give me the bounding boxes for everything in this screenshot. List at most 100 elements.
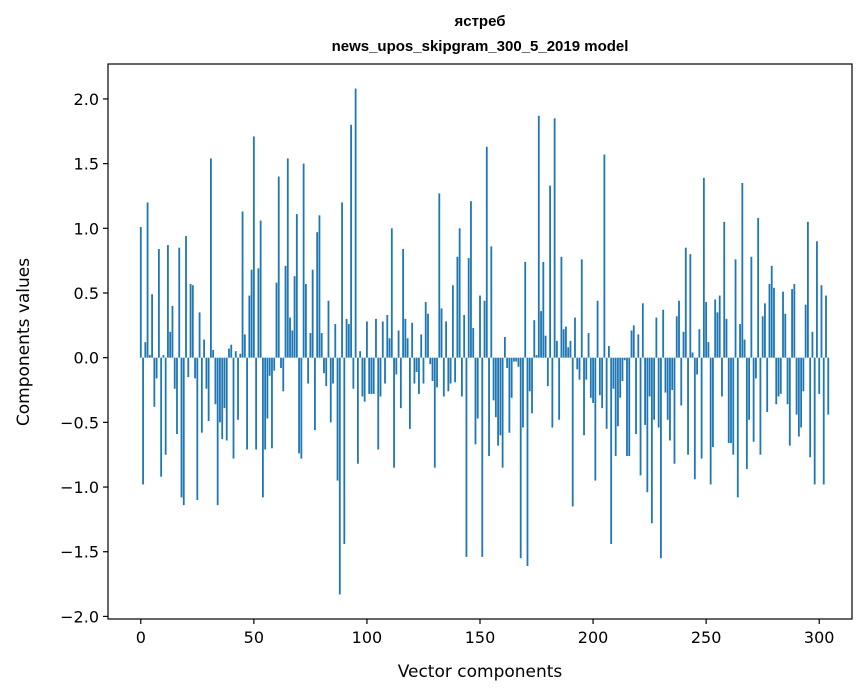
bar [447,357,450,392]
bar [716,312,719,358]
bar [569,340,572,358]
bar [682,331,685,358]
bar [784,313,787,358]
bar [485,146,488,358]
bar [257,268,260,358]
bar [436,357,438,388]
bar [761,316,764,358]
bar [178,247,181,358]
bar [393,357,395,468]
bar [698,329,701,358]
bar [515,357,518,362]
bar [822,357,825,485]
bar [714,299,717,358]
bar [684,247,687,358]
bar [605,357,608,429]
bar [587,333,590,358]
bar [797,357,800,437]
bar [228,348,230,358]
bar [300,357,303,459]
bar [775,357,778,405]
bar [338,357,341,595]
bar [241,211,244,358]
bar [813,357,816,485]
bar [180,357,183,498]
x-tick-label: 0 [136,628,146,647]
bar [542,261,545,358]
bar [223,357,226,409]
bar [361,357,364,397]
bar [476,357,479,419]
bar [501,357,504,468]
bar [368,357,371,394]
bar [470,201,472,358]
bar [264,357,267,450]
bar [386,314,389,358]
bar [612,357,615,389]
bar [273,357,276,371]
bar [531,357,533,414]
bar [768,283,771,358]
bar [818,357,821,394]
bar [151,294,153,358]
bar [467,258,470,358]
bar [657,357,660,428]
bar [560,256,563,358]
bar [734,259,737,358]
bar [332,357,334,384]
bar [598,357,601,396]
bar [621,357,624,381]
bar [311,269,314,358]
bar [359,351,362,358]
bar [286,158,289,358]
bar [262,357,264,498]
bar [576,357,579,370]
bar [429,357,432,365]
bar [517,357,520,367]
bar [255,357,258,450]
bar [712,357,714,447]
bar [739,324,741,358]
bar [721,357,723,397]
bar [277,176,280,358]
bar [655,317,658,358]
bar [648,357,651,397]
bar [334,324,337,358]
bar [388,338,391,358]
bar [248,295,251,358]
bar [623,357,626,361]
bar [660,357,662,559]
bar [608,346,610,358]
bar [237,357,239,420]
bar [191,285,194,358]
bar [723,221,726,358]
bar [474,357,477,445]
bar [252,136,255,358]
bars-group [139,88,830,595]
bar [528,357,531,392]
bar [524,261,527,358]
bar [490,246,493,358]
bar [800,357,803,428]
bar [827,357,830,415]
y-axis-label: Components values [14,258,34,426]
bar [320,333,323,358]
bar [626,357,628,456]
bar [221,357,224,440]
bar [748,357,751,420]
bar [153,357,156,407]
bar [415,357,418,372]
bar [377,357,380,450]
bar [418,357,420,394]
bar [370,357,373,394]
bar [675,316,678,358]
bar [770,265,773,358]
bar [644,357,646,425]
x-tick-label: 150 [465,628,496,647]
bar [207,357,210,422]
bar [323,357,325,374]
bar [773,287,775,358]
y-tick-label: 2.0 [74,90,99,109]
bar [494,357,497,418]
